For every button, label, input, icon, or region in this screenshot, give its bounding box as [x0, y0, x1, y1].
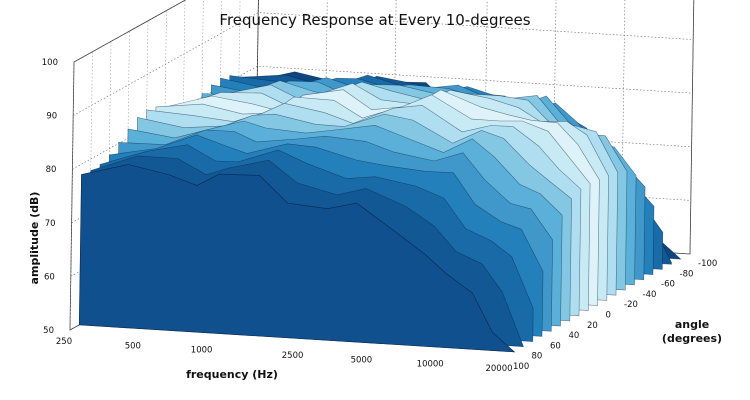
surface [78, 71, 682, 353]
z-tick-label: 0 [606, 311, 611, 321]
x-gridline [620, 0, 626, 250]
x-tick-label: 20000 [485, 364, 512, 374]
y-gridline [73, 12, 694, 116]
z-tick-label: -80 [680, 269, 694, 279]
x-tick-label: 500 [125, 341, 141, 351]
y-gridline [73, 0, 186, 63]
z-tick-label: -20 [624, 300, 638, 310]
x-gridline [689, 0, 695, 255]
z-tick-label: -100 [698, 259, 717, 269]
y-tick-label: 70 [45, 219, 56, 229]
z-tick-label: -40 [643, 290, 657, 300]
x-tick-label: 250 [56, 337, 72, 347]
z-gridline [69, 61, 75, 331]
z-tick-label: 40 [569, 331, 580, 341]
y-tick-label: 50 [43, 326, 54, 336]
x-axis-label: frequency (Hz) [186, 368, 278, 381]
y-tick-label: 60 [44, 272, 55, 282]
y-axis-label: amplitude (dB) [28, 192, 41, 285]
y-tick-label: 80 [46, 165, 57, 175]
x-tick-label: 10000 [417, 360, 444, 370]
surface-front-face [78, 164, 516, 353]
z-tick-label: 60 [550, 341, 561, 351]
chart-title: Frequency Response at Every 10-degrees [219, 11, 530, 29]
z-tick-label: 100 [513, 362, 529, 372]
z-tick-label: 80 [532, 352, 543, 362]
z-axis-label-line1: angle [675, 318, 709, 331]
x-tick-label: 2500 [282, 351, 304, 361]
x-tick-label: 1000 [191, 346, 213, 356]
z-axis-label-line2: (degrees) [662, 332, 722, 345]
z-tick-label: 20 [587, 321, 598, 331]
z-tick-label: -60 [661, 280, 675, 290]
y-tick-label: 90 [46, 112, 57, 122]
x-tick-label: 5000 [351, 355, 373, 365]
y-tick-label: 100 [42, 58, 58, 68]
